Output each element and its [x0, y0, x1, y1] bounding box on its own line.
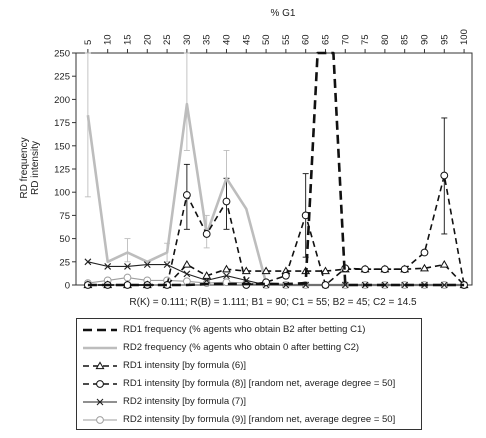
data-point: [241, 266, 251, 275]
x-tick-label: 20: [142, 34, 153, 45]
legend-marker: [95, 361, 105, 370]
data-point: [261, 266, 271, 275]
data-point: [400, 265, 409, 274]
data-point: [401, 281, 409, 289]
x-tick-label: 10: [103, 34, 114, 45]
series-1: [87, 51, 465, 287]
y-axis-title-intensity: RD intensity: [30, 141, 41, 195]
legend-item: RD1 frequency (% agents who obtain B2 af…: [77, 323, 421, 337]
x-tick-label: 80: [380, 34, 391, 45]
legend-item: RD1 intensity [by formula (6)]: [77, 359, 421, 373]
plot-area-frame: [75, 52, 473, 286]
data-point: [281, 271, 290, 280]
data-point: [143, 261, 151, 268]
legend-swatch: [83, 361, 117, 370]
y-tick-label: 175: [54, 118, 70, 129]
data-point: [321, 281, 330, 289]
y-tick-label: 200: [54, 95, 70, 106]
data-point: [440, 171, 449, 180]
x-tick-label: 75: [360, 34, 371, 45]
chart-svg: % G1 RD frequency RD intensity 5 10 15 20 25…: [19, 8, 473, 308]
x-axis-ticks: 5 10 15 20 25 30 35 40 45 50 55 60 65 70 75 80 85 90 95 100: [83, 29, 470, 53]
legend-swatch: [83, 346, 117, 350]
x-tick-label: 55: [281, 34, 292, 45]
y-tick-label: 50: [59, 234, 70, 245]
data-point: [163, 261, 171, 268]
data-point: [123, 273, 132, 282]
legend-marker: [96, 380, 104, 388]
x-tick-label: 35: [202, 34, 213, 45]
legend-label: RD2 frequency (% agents who obtain 0 aft…: [123, 342, 360, 353]
x-tick-label: 50: [261, 34, 272, 45]
y-tick-label: 100: [54, 188, 70, 199]
legend-marker: [96, 416, 104, 424]
data-point: [420, 263, 429, 272]
legend-label: RD1 intensity [by formula (8)] [random n…: [123, 378, 396, 389]
x-tick-label: 95: [439, 34, 450, 45]
y-tick-label: 150: [54, 141, 70, 152]
legend-swatch: [83, 328, 117, 332]
x-tick-label: 25: [162, 34, 173, 45]
y-tick-label: 75: [59, 211, 70, 222]
x-tick-label: 30: [182, 34, 193, 45]
x-tick-label: 45: [241, 34, 252, 45]
data-point: [182, 191, 191, 199]
data-point: [222, 264, 231, 273]
data-point: [321, 266, 330, 275]
x-tick-label: 65: [320, 34, 331, 45]
data-point: [440, 281, 448, 289]
x-axis-title: % G1: [270, 8, 295, 19]
legend-item: RD2 intensity [by formula (7)]: [77, 395, 421, 409]
x-tick-label: 70: [340, 34, 351, 45]
legend-item: RD2 intensity [by formula (9)] [random n…: [77, 413, 421, 427]
data-point: [124, 263, 131, 270]
x-tick-label: 40: [221, 34, 232, 45]
data-point: [380, 265, 389, 274]
data-point: [123, 281, 132, 289]
data-point: [223, 272, 230, 280]
legend-marker: [96, 398, 104, 406]
legend: RD1 frequency (% agents who obtain B2 af…: [76, 318, 422, 430]
data-point: [341, 281, 349, 289]
parameters-text: R(K) = 0.111; R(B) = 1.111; B1 = 90; C1 …: [129, 297, 417, 308]
series-line: [87, 51, 465, 287]
series-layer: [83, 51, 469, 289]
x-tick-label: 5: [83, 40, 94, 45]
legend-swatch: [83, 416, 117, 424]
legend-label: RD1 frequency (% agents who obtain B2 af…: [123, 324, 366, 335]
legend-swatch: [83, 398, 117, 406]
x-tick-label: 60: [301, 34, 312, 45]
series-line: [86, 102, 465, 287]
x-tick-label: 90: [419, 34, 430, 45]
data-point: [439, 259, 449, 268]
y-axis-title-frequency: RD frequency: [19, 137, 30, 198]
data-point: [182, 259, 192, 268]
legend-label: RD2 intensity [by formula (9)] [random n…: [123, 414, 396, 425]
data-point: [361, 265, 369, 274]
data-point: [202, 271, 212, 279]
legend-label: RD2 intensity [by formula (7)]: [123, 396, 247, 407]
y-axis-ticks: 0 25 50 75 100 125 150 175 200 225 250: [54, 49, 76, 292]
x-tick-label: 100: [459, 29, 470, 45]
legend-label: RD1 intensity [by formula (6)]: [123, 360, 247, 371]
data-point: [84, 258, 92, 266]
legend-item: RD1 intensity [by formula (8)] [random n…: [77, 377, 421, 391]
data-point: [183, 270, 191, 278]
x-tick-label: 15: [122, 34, 133, 45]
error-bars: [84, 52, 448, 263]
data-point: [420, 248, 429, 257]
legend-swatch: [83, 380, 117, 388]
y-tick-label: 125: [54, 165, 70, 176]
y-tick-label: 250: [54, 49, 70, 60]
series-2: [86, 102, 465, 287]
y-tick-label: 0: [65, 281, 70, 292]
legend-item: RD2 frequency (% agents who obtain 0 aft…: [77, 341, 421, 355]
data-point: [202, 230, 211, 238]
x-tick-label: 85: [400, 34, 411, 45]
data-point: [222, 197, 231, 206]
y-tick-label: 225: [54, 72, 70, 83]
y-tick-label: 25: [59, 257, 70, 268]
data-point: [104, 263, 112, 270]
